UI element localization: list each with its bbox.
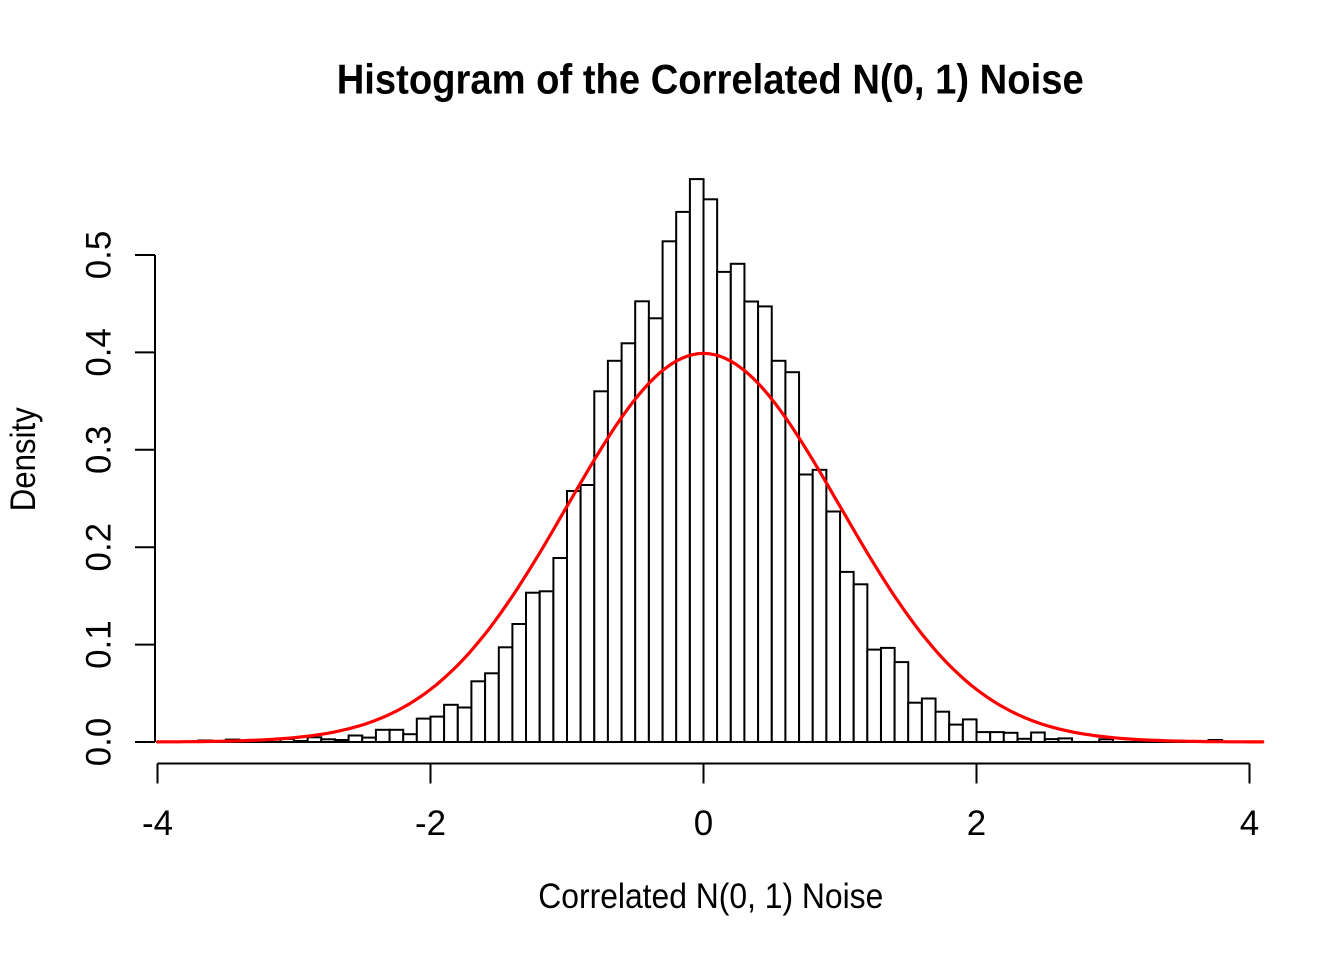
svg-text:Histogram of the Correlated N(: Histogram of the Correlated N(0, 1) Nois… bbox=[337, 55, 1084, 102]
svg-text:Density: Density bbox=[4, 407, 43, 511]
svg-text:4: 4 bbox=[1240, 804, 1259, 843]
svg-text:0: 0 bbox=[694, 804, 713, 843]
svg-text:0.2: 0.2 bbox=[80, 523, 119, 572]
svg-text:0.3: 0.3 bbox=[80, 426, 119, 475]
svg-text:-4: -4 bbox=[142, 804, 173, 843]
svg-text:0.4: 0.4 bbox=[80, 328, 119, 377]
svg-text:0.5: 0.5 bbox=[80, 231, 119, 280]
svg-text:0.0: 0.0 bbox=[80, 718, 119, 767]
svg-text:0.1: 0.1 bbox=[80, 620, 119, 669]
svg-text:-2: -2 bbox=[415, 804, 446, 843]
svg-text:Correlated N(0, 1) Noise: Correlated N(0, 1) Noise bbox=[538, 877, 883, 916]
svg-text:2: 2 bbox=[967, 804, 986, 843]
